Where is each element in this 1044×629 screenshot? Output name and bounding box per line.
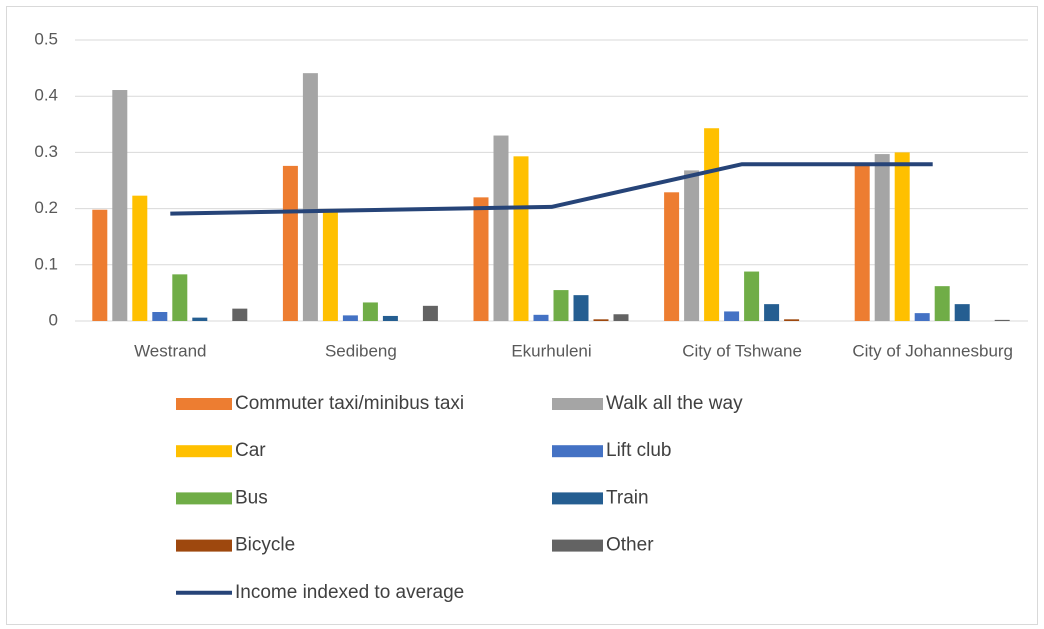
legend-label: Income indexed to average	[235, 582, 464, 603]
y-tick-label: 0	[49, 310, 58, 329]
legend-label: Train	[606, 487, 649, 508]
bar	[282, 165, 298, 321]
y-tick-label: 0.5	[34, 29, 58, 48]
legend-swatch	[552, 398, 603, 410]
legend-swatch	[552, 445, 603, 458]
bar	[342, 315, 358, 321]
bar	[854, 165, 870, 321]
legend-label: Walk all the way	[606, 393, 743, 414]
bar	[874, 154, 890, 321]
x-tick-label: Westrand	[134, 341, 206, 360]
x-tick-label: Ekurhuleni	[511, 341, 591, 360]
legend-label: Car	[235, 440, 266, 461]
bar	[362, 302, 378, 321]
bar	[172, 274, 188, 321]
bar	[934, 286, 950, 321]
bar	[684, 170, 700, 321]
bar	[112, 90, 128, 321]
legend-label: Lift club	[606, 440, 671, 461]
bar	[493, 135, 509, 321]
legend-label: Bicycle	[235, 535, 295, 556]
bar	[613, 314, 629, 321]
x-tick-label: City of Johannesburg	[852, 341, 1013, 360]
bar	[954, 304, 970, 321]
y-tick-label: 0.3	[34, 142, 58, 161]
legend-swatch	[176, 539, 232, 552]
legend-label: Bus	[235, 487, 268, 508]
y-tick-label: 0.2	[34, 198, 58, 217]
bar	[322, 211, 338, 321]
bar	[914, 313, 930, 321]
legend-swatch	[552, 539, 603, 552]
bar	[422, 305, 438, 321]
bar	[704, 128, 720, 321]
bar	[473, 197, 489, 321]
legend-swatch	[552, 492, 603, 505]
legend-swatch	[176, 492, 232, 505]
x-tick-label: Sedibeng	[325, 341, 397, 360]
bar	[533, 314, 549, 321]
y-tick-label: 0.1	[34, 254, 58, 273]
bar	[513, 156, 529, 321]
bar	[382, 315, 398, 321]
bar	[192, 317, 208, 321]
y-tick-label: 0.4	[34, 86, 58, 105]
legend-swatch	[176, 445, 232, 458]
bar	[553, 290, 569, 321]
bar	[894, 152, 910, 321]
bar	[92, 209, 108, 321]
legend-label: Other	[606, 535, 654, 556]
bar	[152, 312, 168, 321]
bar	[573, 295, 589, 321]
bar	[132, 195, 148, 321]
bar	[724, 311, 740, 321]
legend-label: Commuter taxi/minibus taxi	[235, 393, 464, 414]
bar	[994, 319, 1010, 321]
bar	[302, 73, 318, 322]
bar	[784, 319, 800, 321]
bar	[593, 319, 609, 321]
bar	[744, 271, 760, 321]
x-tick-label: City of Tshwane	[682, 341, 802, 360]
bar	[664, 192, 680, 321]
legend-swatch	[176, 398, 232, 410]
bar	[232, 308, 248, 321]
line	[170, 162, 933, 216]
bar	[764, 304, 780, 321]
